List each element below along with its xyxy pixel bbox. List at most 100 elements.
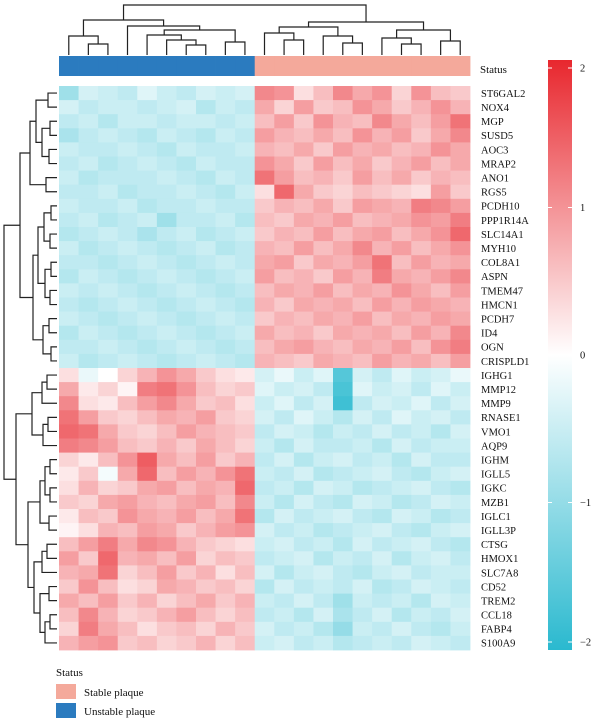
- heatmap-cell: [156, 227, 177, 242]
- heatmap-cell: [352, 523, 373, 538]
- heatmap-cell: [391, 114, 412, 129]
- heatmap-cell: [411, 452, 432, 468]
- dendrogram-branch: [50, 346, 57, 362]
- heatmap-cell: [333, 368, 353, 383]
- heatmap-cell: [274, 579, 295, 594]
- heatmap-cell: [176, 368, 197, 383]
- heatmap-cell: [235, 579, 256, 594]
- heatmap-cell: [117, 100, 138, 115]
- heatmap-cell: [352, 184, 373, 200]
- gene-label: MYH10: [481, 244, 516, 255]
- heatmap-cell: [117, 311, 138, 327]
- gene-label: CTSG: [481, 540, 508, 551]
- heatmap-cell: [450, 565, 471, 580]
- heatmap-cell: [215, 466, 236, 482]
- heatmap-cell: [411, 100, 432, 115]
- heatmap-cell: [450, 325, 471, 341]
- heatmap-cell: [78, 227, 99, 242]
- status-cell: [313, 56, 334, 76]
- gene-label: OGN: [481, 343, 504, 354]
- heatmap-cell: [293, 635, 314, 651]
- heatmap-cell: [98, 339, 119, 355]
- heatmap-cell: [78, 184, 99, 200]
- heatmap-cell: [391, 593, 412, 609]
- heatmap-cell: [430, 438, 451, 453]
- heatmap-cell: [333, 579, 353, 594]
- heatmap-cell: [430, 396, 451, 411]
- heatmap-cell: [215, 523, 236, 538]
- heatmap-cell: [176, 509, 197, 524]
- heatmap-cell: [333, 396, 353, 411]
- heatmap-cell: [254, 466, 275, 482]
- heatmap-cell: [313, 100, 334, 115]
- heatmap-cell: [254, 339, 275, 355]
- heatmap-cell: [117, 128, 138, 143]
- heatmap-cell: [137, 311, 158, 327]
- status-cell: [196, 56, 216, 76]
- heatmap-cell: [372, 607, 393, 623]
- heatmap-cell: [293, 198, 314, 214]
- heatmap-cell: [391, 170, 412, 186]
- heatmap-cell: [372, 635, 393, 651]
- dendrogram-branch: [48, 585, 57, 602]
- heatmap-cell: [254, 86, 275, 101]
- heatmap-cell: [78, 100, 99, 115]
- heatmap-cell: [215, 241, 236, 256]
- heatmap-cell: [333, 198, 353, 214]
- heatmap-cell: [254, 593, 275, 609]
- heatmap-cell: [293, 579, 314, 594]
- heatmap-cell: [391, 607, 412, 623]
- heatmap-cell: [313, 523, 334, 538]
- heatmap-cell: [352, 382, 373, 397]
- heatmap-cell: [391, 212, 412, 228]
- heatmap-cell: [391, 396, 412, 411]
- heatmap-cell: [313, 142, 334, 157]
- heatmap-cell: [352, 128, 373, 143]
- heatmap-cell: [333, 128, 353, 143]
- heatmap-cell: [235, 128, 256, 143]
- heatmap-cell: [235, 452, 256, 468]
- heatmap-cell: [196, 579, 216, 594]
- heatmap-cell: [137, 297, 158, 312]
- column-dendrogram: [68, 4, 461, 55]
- heatmap-cell: [411, 86, 432, 101]
- heatmap-cell: [372, 424, 393, 439]
- legend-swatch-stable: [56, 684, 76, 699]
- heatmap-cell: [78, 241, 99, 256]
- heatmap-cell: [176, 100, 197, 115]
- heatmap-cell: [333, 424, 353, 439]
- heatmap-cell: [293, 269, 314, 284]
- heatmap-cell: [274, 128, 295, 143]
- heatmap-cell: [176, 607, 197, 623]
- legend-label-unstable: Unstable plaque: [84, 706, 155, 718]
- heatmap-cell: [156, 579, 177, 594]
- status-bar-label: Status: [480, 64, 507, 76]
- status-cell: [391, 56, 412, 76]
- heatmap-cell: [176, 424, 197, 439]
- heatmap-cell: [293, 368, 314, 383]
- heatmap-cell: [59, 452, 79, 468]
- heatmap-cell: [98, 621, 119, 637]
- dendrogram-branch: [33, 561, 42, 614]
- status-annotation-bar: [59, 56, 471, 76]
- heatmap-cell: [450, 452, 471, 468]
- heatmap-cell: [293, 100, 314, 115]
- heatmap-cell: [235, 382, 256, 397]
- heatmap-cell: [235, 466, 256, 482]
- heatmap-cell: [156, 607, 177, 623]
- heatmap-cell: [391, 509, 412, 524]
- heatmap-cell: [333, 551, 353, 566]
- heatmap-cell: [391, 339, 412, 355]
- heatmap-cell: [176, 325, 197, 341]
- heatmap-cell: [98, 607, 119, 623]
- heatmap-cell: [293, 297, 314, 312]
- row-dendrogram: [3, 92, 57, 644]
- heatmap-cell: [293, 255, 314, 270]
- heatmap-cell: [59, 283, 79, 298]
- heatmap-cell: [313, 466, 334, 482]
- heatmap-cell: [196, 86, 216, 101]
- legend-label-stable: Stable plaque: [84, 687, 144, 699]
- heatmap-cell: [176, 142, 197, 157]
- heatmap-cell: [254, 255, 275, 270]
- heatmap-cell: [98, 86, 119, 101]
